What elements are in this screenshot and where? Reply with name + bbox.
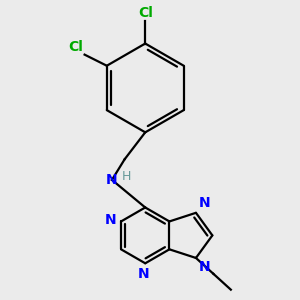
Text: N: N [138,267,149,281]
Text: N: N [106,173,118,187]
Text: N: N [199,196,210,210]
Text: Cl: Cl [138,6,153,20]
Text: N: N [105,213,116,227]
Text: H: H [122,169,131,183]
Text: Cl: Cl [68,40,83,54]
Text: N: N [199,260,210,274]
